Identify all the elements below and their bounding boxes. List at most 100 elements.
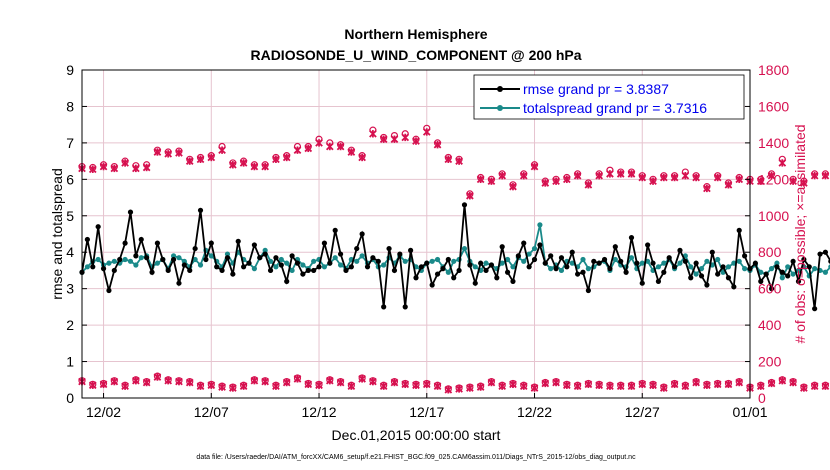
obs-assimilated-marker (390, 135, 399, 144)
obs-assimilated-marker (99, 380, 108, 389)
obs-assimilated-marker (541, 179, 550, 187)
obs-assimilated-marker (369, 129, 377, 138)
rmse-point (645, 242, 651, 248)
obs-assimilated-marker (121, 382, 129, 390)
totalspread-point (332, 255, 338, 261)
totalspread-point (655, 264, 662, 270)
totalspread-point (154, 260, 161, 266)
y-tick-label-left: 8 (66, 98, 74, 114)
obs-assimilated-marker (810, 171, 819, 180)
totalspread-point (181, 258, 187, 264)
totalspread-point (812, 266, 818, 272)
x-tick-label: 01/01 (732, 404, 767, 420)
totalspread-point (628, 255, 635, 261)
rmse-point (661, 269, 667, 275)
obs-assimilated-marker (282, 378, 291, 387)
rmse-point (321, 240, 328, 246)
y-tick-label-right: 1600 (758, 98, 789, 114)
rmse-point (467, 262, 473, 268)
y-tick-label-right: 1400 (758, 135, 789, 151)
totalspread-point (381, 262, 387, 268)
y-tick-label-left: 0 (66, 390, 74, 406)
rmse-point (316, 264, 322, 270)
obs-assimilated-marker (659, 173, 668, 182)
rmse-point (370, 255, 376, 261)
obs-assimilated-marker (110, 164, 119, 173)
totalspread-point (267, 258, 274, 264)
obs-assimilated-marker (789, 177, 797, 185)
totalspread-point (768, 266, 775, 272)
rmse-point (553, 266, 559, 272)
rmse-point (138, 236, 144, 243)
totalspread-point (402, 258, 408, 264)
obs-assimilated-marker (498, 382, 507, 390)
obs-assimilated-marker (455, 385, 463, 393)
y-tick-label-left: 3 (66, 281, 74, 297)
obs-assimilated-marker (88, 165, 97, 174)
totalspread-point (779, 275, 785, 281)
rmse-point (817, 251, 823, 257)
rmse-point (127, 209, 134, 215)
rmse-point (176, 280, 182, 286)
obs-assimilated-marker (498, 171, 507, 180)
rmse-point (494, 275, 500, 281)
totalspread-point (585, 266, 591, 272)
obs-assimilated-marker (379, 382, 388, 390)
rmse-point (418, 264, 424, 270)
rmse-point (542, 260, 548, 266)
rmse-point (241, 264, 247, 270)
obs-assimilated-marker (336, 378, 345, 387)
rmse-point (257, 255, 263, 261)
obs-assimilated-marker (229, 384, 237, 392)
obs-assimilated-marker (595, 381, 603, 390)
obs-assimilated-marker (552, 177, 560, 185)
rmse-point (337, 251, 344, 257)
rmse-point (768, 286, 775, 292)
obs-assimilated-marker (541, 379, 550, 388)
totalspread-point (321, 264, 328, 270)
rmse-point (774, 264, 780, 270)
totalspread-point (170, 253, 177, 259)
obs-assimilated-marker (218, 383, 226, 391)
rmse-line (81, 204, 830, 309)
obs-assimilated-marker (325, 142, 334, 151)
y-tick-label-left: 5 (66, 208, 74, 224)
rmse-point (402, 304, 408, 310)
totalspread-point (127, 258, 134, 264)
rmse-point (154, 240, 161, 246)
rmse-point (461, 202, 468, 208)
rmse-point (666, 255, 672, 261)
rmse-point (558, 255, 565, 261)
totalspread-point (521, 258, 527, 264)
totalspread-point (300, 262, 306, 268)
obs-assimilated-marker (800, 179, 808, 187)
rmse-point (111, 267, 117, 274)
rmse-point (725, 275, 732, 281)
obs-assimilated-marker (584, 380, 593, 389)
rmse-point (650, 260, 656, 266)
rmse-point (510, 278, 516, 284)
series-lines (79, 202, 830, 312)
totalspread-point (693, 271, 699, 277)
y-axis-label-left: rmse and totalspread (49, 168, 65, 300)
rmse-point (181, 262, 187, 268)
obs-assimilated-marker (153, 373, 162, 381)
ticks: 0 1 2 3 4 5 6 7 8 9 0 200 400 600 800 1000 1200 1400 1600 1… (66, 62, 789, 420)
rmse-point (607, 266, 613, 272)
obs-assimilated-marker (315, 139, 323, 147)
x-tick-label: 12/12 (302, 404, 337, 420)
x-tick-label: 12/22 (517, 404, 552, 420)
obs-assimilated-marker (487, 378, 496, 387)
obs-assimilated-marker (681, 382, 690, 390)
totalspread-point (790, 271, 796, 277)
rmse-point (704, 282, 710, 288)
y-tick-label-right: 0 (758, 390, 766, 406)
obs-assimilated-marker (487, 177, 496, 185)
obs-assimilated-marker (595, 171, 603, 180)
obs-assimilated-marker (272, 382, 280, 390)
totalspread-point (483, 260, 489, 266)
y-tick-label-right: 200 (758, 354, 782, 370)
rmse-point (478, 260, 484, 266)
rmse-point (575, 271, 581, 277)
obs-assimilated-marker (239, 159, 248, 167)
